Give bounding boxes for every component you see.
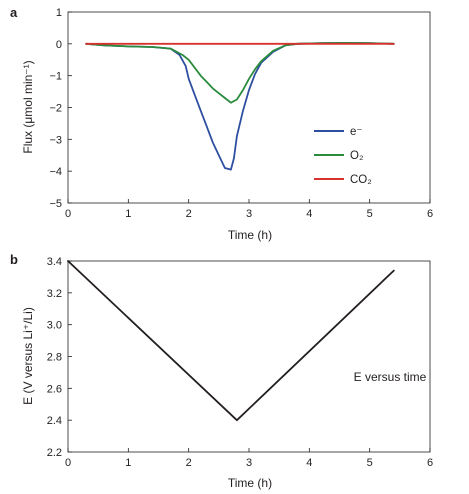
panel-b-annotation: E versus time xyxy=(354,370,427,384)
legend-label-2: CO₂ xyxy=(350,174,372,186)
panel-b-x-tick-label: 5 xyxy=(367,457,373,469)
panel-b-x-tick-label: 4 xyxy=(306,457,312,469)
panel-b-label: b xyxy=(10,252,18,267)
panel-b-x-tick-label: 6 xyxy=(427,457,433,469)
panel-a-label: a xyxy=(10,5,18,20)
panel-b-x-tick-label: 1 xyxy=(125,457,131,469)
panel-a-legend: e⁻ O₂ CO₂ xyxy=(314,126,372,186)
panel-a-series-line-0 xyxy=(85,42,395,171)
legend-label-1: O₂ xyxy=(350,150,363,162)
panel-a-x-tick-label: 0 xyxy=(65,208,71,220)
panel-b-y-tick-label: 3.4 xyxy=(47,256,62,268)
panel-a-x-tick-label: 3 xyxy=(246,208,252,220)
panel-b-x-tick-label: 0 xyxy=(65,457,71,469)
panel-a-x-tick-label: 4 xyxy=(306,208,312,220)
panel-a-y-tick-label: −4 xyxy=(49,166,62,178)
panel-b-y-tick-label: 2.6 xyxy=(47,383,62,395)
panel-a-plot-frame xyxy=(67,11,431,204)
panel-a-y-tick-label: −3 xyxy=(49,134,62,146)
panel-a-y-tick-label: −1 xyxy=(49,71,62,83)
panel-b-y-tick-label: 3.0 xyxy=(47,320,62,332)
panel-a-x-axis-label: Time (h) xyxy=(228,228,272,242)
panel-a-ticks: 0 1 2 3 4 5 6 −5 −4 −3 −2 −1 0 1 xyxy=(49,7,433,220)
panel-b-x-tick-label: 2 xyxy=(186,457,192,469)
panel-b-plot-frame xyxy=(67,260,431,453)
panel-a-x-tick-label: 6 xyxy=(427,208,433,220)
panel-b-y-tick-label: 3.2 xyxy=(47,288,62,300)
panel-b-y-axis-label: E (V versus Li⁺/Li) xyxy=(21,307,35,405)
panel-a-series xyxy=(85,42,395,171)
panel-a-y-tick-label: 1 xyxy=(56,7,62,19)
panel-b-series xyxy=(67,260,395,422)
panel-b-x-axis-label: Time (h) xyxy=(228,476,272,490)
panel-b-y-tick-label: 2.4 xyxy=(47,415,62,427)
panel-a-x-tick-label: 5 xyxy=(367,208,373,220)
panel-b-series-line-0 xyxy=(67,260,395,422)
panel-a-y-tick-label: −2 xyxy=(49,103,62,115)
panel-a-y-tick-label: 0 xyxy=(56,39,62,51)
panel-b-ticks: 0 1 2 3 4 5 6 2.2 2.4 2.6 2.8 3.0 3.2 3.4 xyxy=(47,256,433,469)
legend-label-0: e⁻ xyxy=(350,126,362,138)
panel-a-series-line-1 xyxy=(85,42,395,104)
panel-b-x-tick-label: 3 xyxy=(246,457,252,469)
panel-a: a 0 1 2 3 4 5 6 −5 −4 −3 −2 −1 0 1 Time (h) Flux (μmo… xyxy=(10,5,433,242)
panel-b-y-tick-label: 2.2 xyxy=(47,447,62,459)
panel-a-x-tick-label: 2 xyxy=(186,208,192,220)
panel-a-x-tick-label: 1 xyxy=(125,208,131,220)
panel-a-y-tick-label: −5 xyxy=(49,198,62,210)
panel-b-y-tick-label: 2.8 xyxy=(47,352,62,364)
panel-a-y-axis-label: Flux (μmol min⁻¹) xyxy=(21,60,35,153)
panel-b: b 0 1 2 3 4 5 62.22.42.62.83.03.23.4 Time (h) … xyxy=(10,252,433,490)
